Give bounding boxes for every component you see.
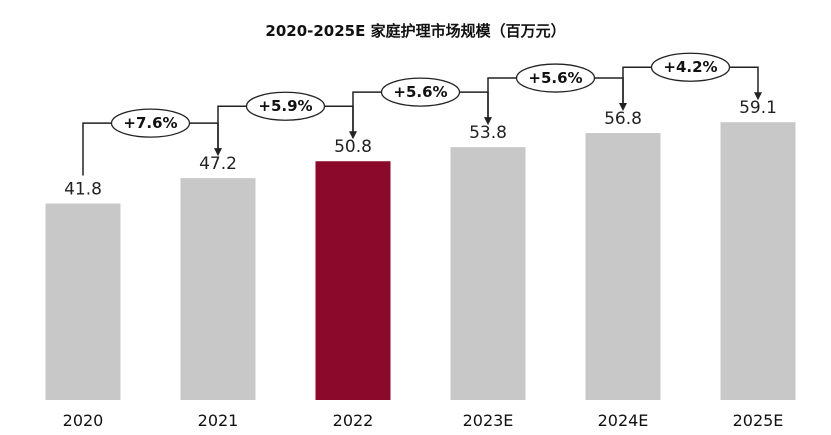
category-label-2025E: 2025E <box>733 411 784 430</box>
bar-2024E <box>585 133 661 401</box>
value-label-2020: 41.8 <box>64 180 102 200</box>
value-label-2024E: 56.8 <box>604 109 642 129</box>
growth-label-2025E: +4.2% <box>663 58 717 76</box>
category-label-2021: 2021 <box>198 411 239 430</box>
category-label-2022: 2022 <box>333 411 374 430</box>
growth-bubble-2021 <box>110 108 191 138</box>
bar-2022 <box>315 161 391 400</box>
bar-2025E <box>720 122 796 400</box>
growth-label-2022: +5.9% <box>258 97 312 115</box>
bar-2023E <box>450 147 526 400</box>
category-label-2020: 2020 <box>63 411 104 430</box>
growth-label-2023E: +5.6% <box>393 83 447 101</box>
bar-2020 <box>45 203 121 400</box>
category-label-2023E: 2023E <box>463 411 514 430</box>
bar-2021 <box>180 178 256 400</box>
growth-bubble-2025E <box>650 52 731 82</box>
value-label-2022: 50.8 <box>334 137 372 157</box>
chart-title: 2020-2025E 家庭护理市场规模（百万元） <box>265 22 566 40</box>
growth-bubble-2024E <box>515 63 596 93</box>
growth-bubble-2022 <box>245 91 326 121</box>
growth-bubble-2023E <box>380 77 461 107</box>
growth-label-2024E: +5.6% <box>528 69 582 87</box>
value-label-2021: 47.2 <box>199 154 237 174</box>
growth-label-2021: +7.6% <box>123 114 177 132</box>
category-label-2024E: 2024E <box>598 411 649 430</box>
value-label-2025E: 59.1 <box>739 98 777 118</box>
value-label-2023E: 53.8 <box>469 123 507 143</box>
